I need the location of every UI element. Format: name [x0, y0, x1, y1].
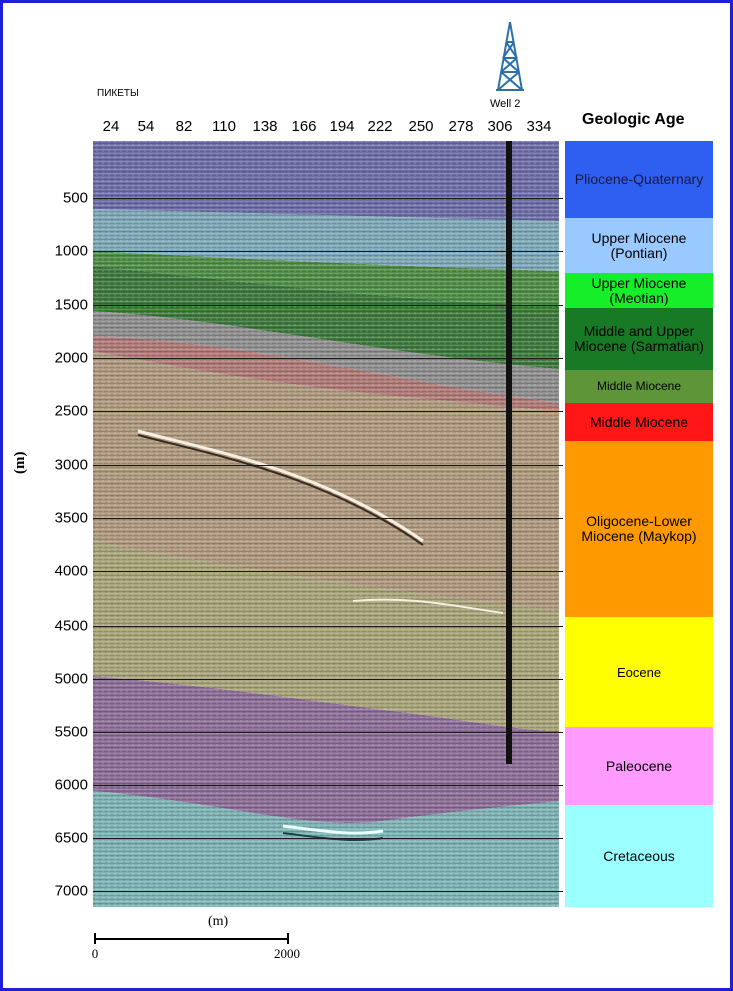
y-tick-label: 500	[62, 189, 88, 207]
depth-line	[93, 732, 563, 733]
bright-reflector	[352, 598, 504, 614]
age-label: Middle Miocene	[589, 413, 689, 430]
x-tick-label: 110	[212, 118, 236, 135]
age-band: Oligocene-Lower Miocene (Maykop)	[565, 441, 713, 617]
x-tick-label: 138	[252, 118, 278, 135]
y-tick-label: 5500	[54, 723, 88, 741]
bright-reflector	[282, 832, 384, 842]
seismic-section	[93, 141, 559, 907]
age-label: Miocene (Maykop)	[581, 528, 697, 544]
y-tick-label: 4500	[54, 617, 88, 635]
scale-tick	[94, 933, 96, 944]
age-label: Middle Miocene	[596, 379, 682, 393]
depth-line	[93, 358, 563, 359]
depth-line	[93, 305, 563, 306]
depth-line	[93, 626, 563, 627]
depth-line	[93, 785, 563, 786]
y-tick-label: 1500	[54, 296, 88, 314]
y-tick-label: 5000	[54, 670, 88, 688]
depth-line	[93, 679, 563, 680]
oil-derrick-icon	[496, 21, 524, 91]
depth-line	[93, 465, 563, 466]
age-band: Upper Miocene (Meotian)	[565, 273, 713, 308]
age-label: Oligocene-Lower	[586, 513, 692, 529]
y-tick-label: 4000	[54, 562, 88, 580]
geologic-age-title: Geologic Age	[582, 111, 685, 128]
depth-line	[93, 198, 563, 199]
age-band: Upper Miocene (Pontian)	[565, 218, 713, 273]
age-label: Miocene (Sarmatian)	[574, 338, 704, 354]
scale-tick	[287, 933, 289, 944]
age-band: Middle Miocene	[565, 403, 713, 441]
x-tick-label: 82	[175, 118, 193, 135]
depth-line	[93, 571, 563, 572]
age-label: Pliocene-Quaternary	[574, 171, 704, 187]
age-band: Middle Miocene	[565, 370, 713, 403]
depth-line	[93, 411, 563, 412]
age-label: Upper Miocene	[591, 274, 687, 291]
y-tick-label: 3000	[54, 456, 88, 474]
bright-reflector	[137, 429, 424, 543]
x-tick-label: 194	[329, 118, 355, 135]
bright-reflector	[282, 824, 384, 835]
y-tick-label: 1000	[54, 242, 88, 260]
well-shaft	[506, 141, 512, 764]
scale-bar	[95, 938, 288, 940]
x-tick-label: 222	[367, 118, 393, 135]
depth-line	[93, 251, 563, 252]
age-band: Cretaceous	[565, 805, 713, 907]
x-tick-label: 166	[291, 118, 317, 135]
age-label: Upper Miocene	[591, 229, 687, 246]
scale-unit-label: (m)	[208, 914, 229, 929]
scale-start-label: 0	[91, 946, 99, 961]
well-label: Well 2	[490, 98, 521, 110]
y-tick-label: 2500	[54, 402, 88, 420]
age-label: (Meotian)	[609, 289, 669, 306]
bright-reflector	[137, 434, 424, 546]
y-tick-label: 3500	[54, 509, 88, 527]
y-tick-label: 7000	[54, 882, 88, 900]
y-tick-label: 6000	[54, 776, 88, 794]
age-label: (Pontian)	[610, 244, 668, 261]
age-label: Paleocene	[605, 757, 673, 774]
x-tick-label: 250	[408, 118, 434, 135]
age-band: Eocene	[565, 617, 713, 727]
y-tick-label: 6500	[54, 829, 88, 847]
depth-line	[93, 518, 563, 519]
geologic-age-column: Pliocene-Quaternary Upper Miocene (Pontia…	[565, 141, 713, 907]
age-label: Eocene	[616, 664, 662, 680]
scale-end-label: 2000	[274, 946, 300, 961]
x-tick-label: 334	[526, 118, 552, 135]
age-label: Cretaceous	[603, 847, 675, 864]
age-band: Paleocene	[565, 727, 713, 805]
y-axis-unit-label: (m)	[12, 451, 28, 475]
x-tick-label: 24	[102, 118, 120, 135]
x-tick-label: 306	[487, 118, 513, 135]
pikety-label: ПИКЕТЫ	[97, 88, 139, 99]
y-tick-label: 2000	[54, 349, 88, 367]
x-tick-label: 278	[448, 118, 474, 135]
depth-line	[93, 891, 563, 892]
x-tick-label: 54	[137, 118, 155, 135]
age-band: Pliocene-Quaternary	[565, 141, 713, 218]
age-band: Middle and Upper Miocene (Sarmatian)	[565, 308, 713, 370]
depth-line	[93, 838, 563, 839]
age-label: Middle and Upper	[583, 323, 695, 339]
